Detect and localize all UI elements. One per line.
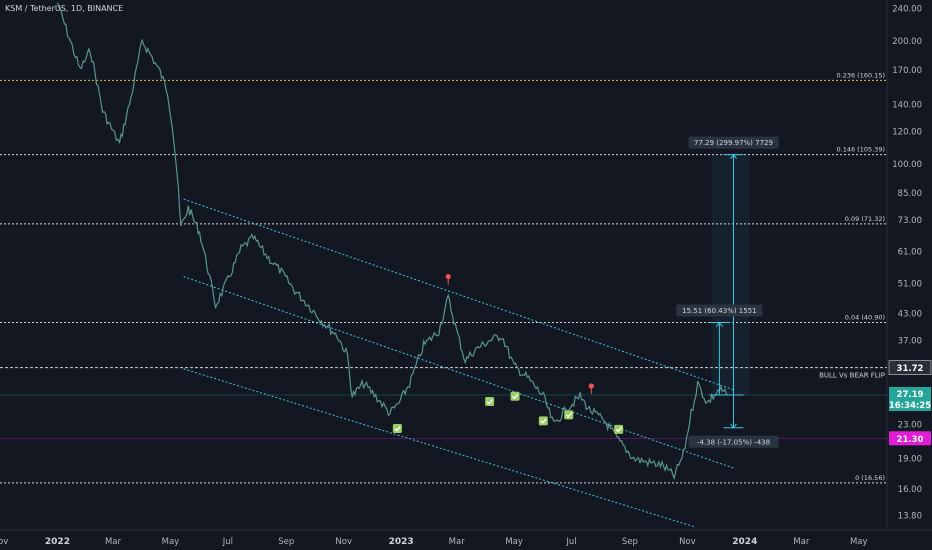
y-tick-label: 73.00 bbox=[898, 216, 922, 226]
channel-line bbox=[183, 198, 734, 391]
x-tick-label: Mar bbox=[449, 537, 466, 547]
x-tick-label: Nov bbox=[679, 537, 696, 547]
current-price-value: 27.19 bbox=[897, 390, 924, 400]
alert-price-tag bbox=[889, 431, 931, 446]
y-tick-label: 85.00 bbox=[898, 189, 922, 199]
x-tick-label: 2023 bbox=[389, 537, 414, 547]
y-tick-label: 19.00 bbox=[898, 455, 922, 465]
y-tick-label: 120.00 bbox=[892, 128, 922, 138]
measure-label: 77.29 (299.97%) 7729 bbox=[694, 139, 773, 147]
signal-marker-red bbox=[588, 383, 594, 389]
y-tick-label: 240.00 bbox=[892, 5, 922, 15]
check-mark-icon bbox=[540, 418, 547, 424]
fib-level-label: 0 (16.56) bbox=[855, 474, 885, 482]
x-tick-label: May bbox=[505, 537, 523, 547]
y-tick-label: 23.00 bbox=[898, 421, 922, 431]
y-tick-label: 61.00 bbox=[898, 248, 922, 258]
check-marker bbox=[392, 424, 402, 434]
fib-level-label: 0.04 (40.90) bbox=[845, 314, 885, 322]
check-mark-icon bbox=[486, 399, 493, 405]
current-price-tag bbox=[889, 386, 931, 411]
measure-label: -4.38 (-17.05%) -438 bbox=[697, 438, 770, 446]
measure-label-box bbox=[676, 304, 763, 317]
x-tick-label: May bbox=[162, 537, 180, 547]
x-tick-label: Nov bbox=[0, 537, 8, 547]
check-mark-icon bbox=[512, 393, 519, 400]
check-mark-icon bbox=[565, 412, 573, 418]
flip-level-tag-text: 31.72 bbox=[897, 364, 924, 374]
x-tick-label: 2024 bbox=[732, 537, 757, 547]
current-price-countdown: 16:34:25 bbox=[889, 401, 931, 411]
price-series-line bbox=[56, 2, 729, 481]
measure-label-box bbox=[688, 435, 779, 448]
x-tick-label: Jul bbox=[222, 537, 233, 547]
channel-line bbox=[183, 276, 734, 469]
channel-line bbox=[183, 368, 697, 528]
x-tick-label: Mar bbox=[105, 537, 122, 547]
y-tick-label: 37.00 bbox=[898, 336, 922, 346]
check-marker bbox=[564, 410, 574, 420]
y-tick-label: 100.00 bbox=[892, 160, 922, 170]
x-tick-label: Mar bbox=[793, 537, 810, 547]
symbol-label: KSM / TetherUS, 1D, BINANCE bbox=[5, 4, 124, 13]
y-tick-label: 200.00 bbox=[892, 37, 922, 47]
y-tick-label: 170.00 bbox=[892, 66, 922, 76]
x-tick-label: Sep bbox=[278, 537, 294, 547]
fib-level-label: 0.09 (71.32) bbox=[845, 215, 885, 223]
y-tick-label: 43.00 bbox=[898, 310, 922, 320]
measure-area bbox=[711, 154, 750, 395]
check-marker bbox=[510, 391, 520, 401]
fib-level-label: 0.146 (105.39) bbox=[837, 146, 886, 154]
check-marker bbox=[614, 424, 624, 434]
measure-label: 15.51 (60.43%) 1551 bbox=[682, 307, 756, 315]
alert-price-value: 21.30 bbox=[897, 435, 924, 445]
y-tick-label: 13.80 bbox=[898, 511, 922, 521]
y-tick-label: 51.00 bbox=[898, 279, 922, 289]
price-axis bbox=[887, 0, 932, 550]
x-tick-label: Nov bbox=[335, 537, 352, 547]
x-tick-label: 2022 bbox=[45, 537, 70, 547]
x-tick-label: Sep bbox=[622, 537, 638, 547]
measure-label-box bbox=[688, 136, 779, 149]
check-marker bbox=[538, 416, 548, 426]
x-tick-label: Jul bbox=[565, 537, 576, 547]
check-mark-icon bbox=[394, 426, 401, 432]
check-mark-icon bbox=[615, 426, 622, 433]
flip-level-tag bbox=[888, 360, 932, 375]
y-tick-label: 16.00 bbox=[898, 485, 922, 495]
flip-level-label: BULL Vs BEAR FLIP bbox=[819, 372, 885, 380]
x-tick-label: May bbox=[850, 537, 868, 547]
y-tick-label: 140.00 bbox=[892, 100, 922, 110]
signal-marker-red bbox=[445, 273, 451, 280]
check-marker bbox=[485, 397, 495, 407]
fib-level-label: 0.236 (160.15) bbox=[837, 71, 886, 79]
